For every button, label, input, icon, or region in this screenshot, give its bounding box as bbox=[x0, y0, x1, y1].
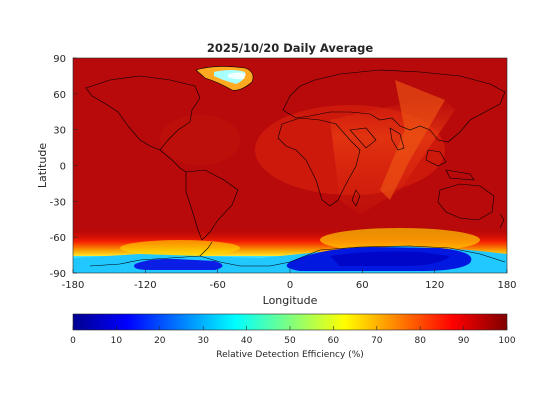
x-tick-label: 60 bbox=[356, 280, 369, 291]
colorbar-ticks bbox=[72, 326, 508, 330]
colorbar-tick-label: 80 bbox=[414, 336, 426, 346]
y-tick-label: -60 bbox=[50, 233, 66, 244]
colorbar-tick-label: 10 bbox=[111, 336, 123, 346]
x-tick-labels: -180 -120 -60 0 60 120 180 bbox=[62, 280, 517, 291]
y-tick-label: 0 bbox=[60, 162, 66, 173]
colorbar-tick-label: 50 bbox=[284, 336, 296, 346]
x-tick-label: -180 bbox=[62, 280, 85, 291]
y-tick-label: -90 bbox=[50, 269, 66, 280]
x-tick-label: 0 bbox=[287, 280, 293, 291]
x-tick-label: -60 bbox=[210, 280, 226, 291]
colorbar-tick-label: 0 bbox=[70, 336, 76, 346]
y-tick-label: 90 bbox=[53, 54, 66, 65]
colorbar-tick-labels: 0 10 20 30 40 50 60 70 80 90 100 bbox=[70, 336, 516, 346]
colorbar-tick-label: 100 bbox=[498, 336, 515, 346]
tick-marks bbox=[72, 57, 508, 274]
x-axis-label: Longitude bbox=[263, 294, 318, 307]
y-tick-label: 30 bbox=[53, 126, 66, 137]
x-tick-label: 180 bbox=[497, 280, 516, 291]
colorbar-label: Relative Detection Efficiency (%) bbox=[216, 350, 364, 360]
x-tick-label: 120 bbox=[425, 280, 444, 291]
colorbar-tick-label: 70 bbox=[371, 336, 383, 346]
colorbar-tick-label: 30 bbox=[197, 336, 209, 346]
y-tick-label: -30 bbox=[50, 197, 66, 208]
colorbar-tick-label: 20 bbox=[154, 336, 166, 346]
colorbar-tick-label: 60 bbox=[328, 336, 340, 346]
y-axis-label: Latitude bbox=[36, 143, 49, 189]
y-tick-label: 60 bbox=[53, 90, 66, 101]
coastlines bbox=[85, 66, 506, 267]
colorbar-tick-label: 90 bbox=[458, 336, 470, 346]
y-tick-labels: 90 60 30 0 -30 -60 -90 bbox=[50, 54, 66, 280]
heatmap-field bbox=[73, 58, 507, 273]
colorbar-tick-label: 40 bbox=[241, 336, 253, 346]
chart-title: 2025/10/20 Daily Average bbox=[207, 41, 374, 55]
x-tick-label: -120 bbox=[134, 280, 157, 291]
